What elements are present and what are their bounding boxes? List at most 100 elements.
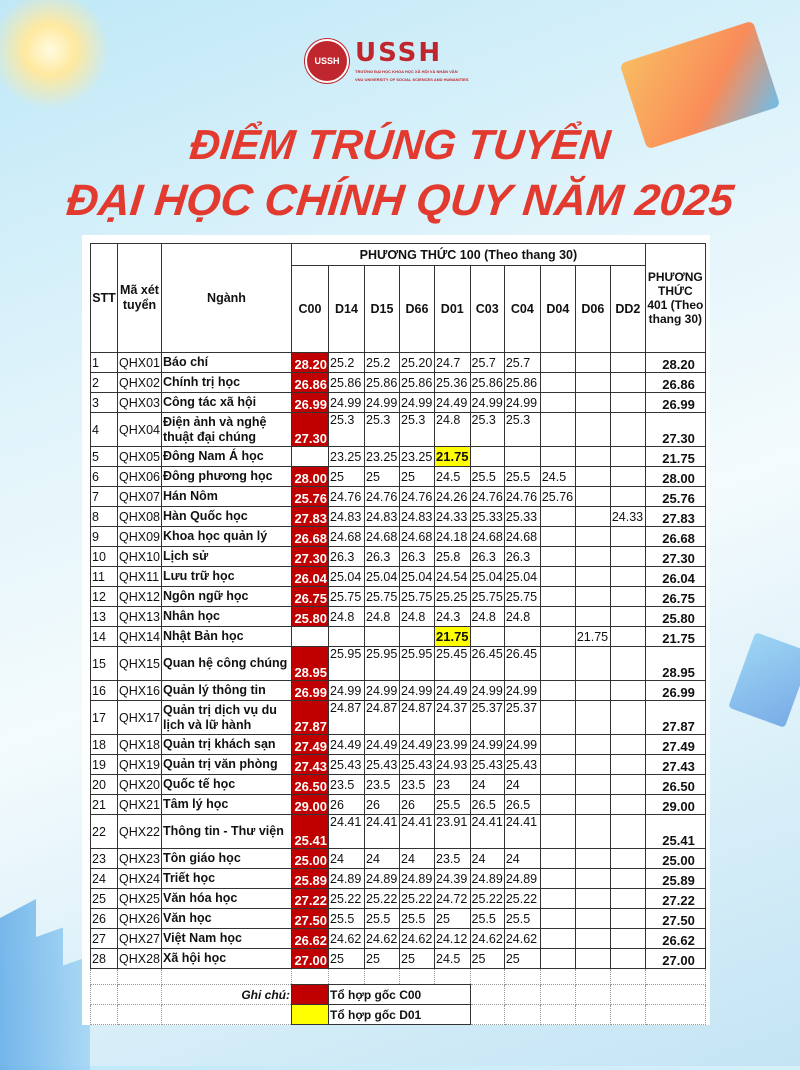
cell-method401: 25.00 (644, 848, 706, 869)
cell-method401: 26.99 (644, 392, 706, 413)
cell-dd2 (609, 908, 646, 929)
cell-major: Văn học (161, 908, 292, 929)
cell-method401: 27.49 (644, 734, 706, 755)
cell-d06 (574, 948, 611, 969)
empty-cell (161, 1004, 292, 1025)
cell-method401: 21.75 (644, 446, 706, 467)
cell-code: QHX01 (117, 352, 162, 373)
cell-stt: 21 (90, 794, 118, 815)
cell-d15: 25.2 (364, 352, 400, 373)
university-seal-icon: USSH (305, 39, 349, 83)
cell-d06 (574, 928, 611, 949)
cell-major: Văn hóa học (161, 888, 292, 909)
cell-d04 (539, 888, 576, 909)
cell-stt: 8 (90, 506, 118, 527)
cell-c04: 24.99 (503, 392, 541, 413)
cell-d15: 24.41 (364, 814, 400, 849)
cell-d01: 24.54 (434, 566, 471, 587)
cell-d66: 23.25 (399, 446, 435, 467)
cell-major: Quản trị khách sạn (161, 734, 292, 755)
cell-major: Quản trị dịch vụ du lịch và lữ hành (161, 700, 292, 735)
cell-method401: 25.76 (644, 486, 706, 507)
cell-dd2 (609, 948, 646, 969)
cell-d66: 25.86 (399, 372, 435, 393)
cell-d01: 21.75 (434, 446, 471, 467)
cell-stt: 16 (90, 680, 118, 701)
cell-dd2 (609, 486, 646, 507)
cell-c00 (291, 446, 329, 467)
table-row: 4 QHX04 Điện ảnh và nghệ thuật đại chúng 27… (90, 412, 706, 447)
cell-c04: 24.8 (503, 606, 541, 627)
cell-method401: 28.95 (644, 646, 706, 681)
cell-d01: 24.8 (434, 412, 471, 447)
empty-cell (539, 984, 576, 1005)
cell-major: Hàn Quốc học (161, 506, 292, 527)
cell-d15: 25.5 (364, 908, 400, 929)
cell-d14: 25.5 (328, 908, 365, 929)
table-row: 25 QHX25 Văn hóa học 27.22 25.22 25.22 25.22 24… (90, 888, 706, 909)
cell-code: QHX25 (117, 888, 162, 909)
cell-c04 (503, 626, 541, 647)
cell-d66: 26 (399, 794, 435, 815)
cell-d04 (539, 680, 576, 701)
cell-d06 (574, 586, 611, 607)
cell-method401: 27.30 (644, 412, 706, 447)
cell-stt: 1 (90, 352, 118, 373)
table-row: 13 QHX13 Nhân học 25.80 24.8 24.8 24.8 24.3 24.8… (90, 606, 706, 627)
cell-major: Công tác xã hội (161, 392, 292, 413)
cell-c03: 24.68 (469, 526, 505, 547)
cell-c00: 27.30 (291, 546, 329, 567)
cell-d06 (574, 754, 611, 775)
cell-stt: 27 (90, 928, 118, 949)
cell-d66: 26.3 (399, 546, 435, 567)
cell-c04: 25.37 (503, 700, 541, 735)
cell-major: Tôn giáo học (161, 848, 292, 869)
table-row: 22 QHX22 Thông tin - Thư viện 25.41 24.41 24.… (90, 814, 706, 849)
cell-d06 (574, 486, 611, 507)
cell-c03: 26.3 (469, 546, 505, 567)
cell-method401: 27.50 (644, 908, 706, 929)
cell-stt: 10 (90, 546, 118, 567)
cell-c00: 27.87 (291, 700, 329, 735)
cell-code: QHX22 (117, 814, 162, 849)
cell-d04 (539, 526, 576, 547)
cell-d14: 24.99 (328, 680, 365, 701)
cell-stt: 22 (90, 814, 118, 849)
table-row: 5 QHX05 Đông Nam Á học 23.25 23.25 23.25 21.75… (90, 446, 706, 467)
cell-d15: 25.3 (364, 412, 400, 447)
empty-cell (644, 1004, 706, 1025)
cell-major: Hán Nôm (161, 486, 292, 507)
cell-stt: 25 (90, 888, 118, 909)
cell-d66: 25.75 (399, 586, 435, 607)
cell-c04: 24.41 (503, 814, 541, 849)
cell-stt: 7 (90, 486, 118, 507)
empty-cell (539, 1004, 576, 1025)
cell-dd2 (609, 868, 646, 889)
empty-cell (609, 968, 646, 985)
cell-d06 (574, 466, 611, 487)
cell-d15: 25.22 (364, 888, 400, 909)
cell-d01: 25.45 (434, 646, 471, 681)
cell-d15: 25.86 (364, 372, 400, 393)
cell-c00: 28.20 (291, 352, 329, 373)
cell-c03: 26.45 (469, 646, 505, 681)
cell-d06 (574, 908, 611, 929)
cell-stt: 28 (90, 948, 118, 969)
cell-c03: 24.99 (469, 734, 505, 755)
empty-cell (574, 1004, 611, 1025)
cell-code: QHX26 (117, 908, 162, 929)
cell-c00: 25.00 (291, 848, 329, 869)
cell-code: QHX07 (117, 486, 162, 507)
cell-major: Xã hội học (161, 948, 292, 969)
cell-d01: 24.49 (434, 680, 471, 701)
header-combo-dd2: DD2 (609, 265, 646, 353)
cell-d66: 24.41 (399, 814, 435, 849)
cell-d66: 24.76 (399, 486, 435, 507)
cell-d14: 24.83 (328, 506, 365, 527)
cell-d01: 25 (434, 908, 471, 929)
cell-d14: 24.62 (328, 928, 365, 949)
cell-d14: 24 (328, 848, 365, 869)
cell-d04 (539, 848, 576, 869)
cell-d15: 26 (364, 794, 400, 815)
cell-d14: 25 (328, 948, 365, 969)
